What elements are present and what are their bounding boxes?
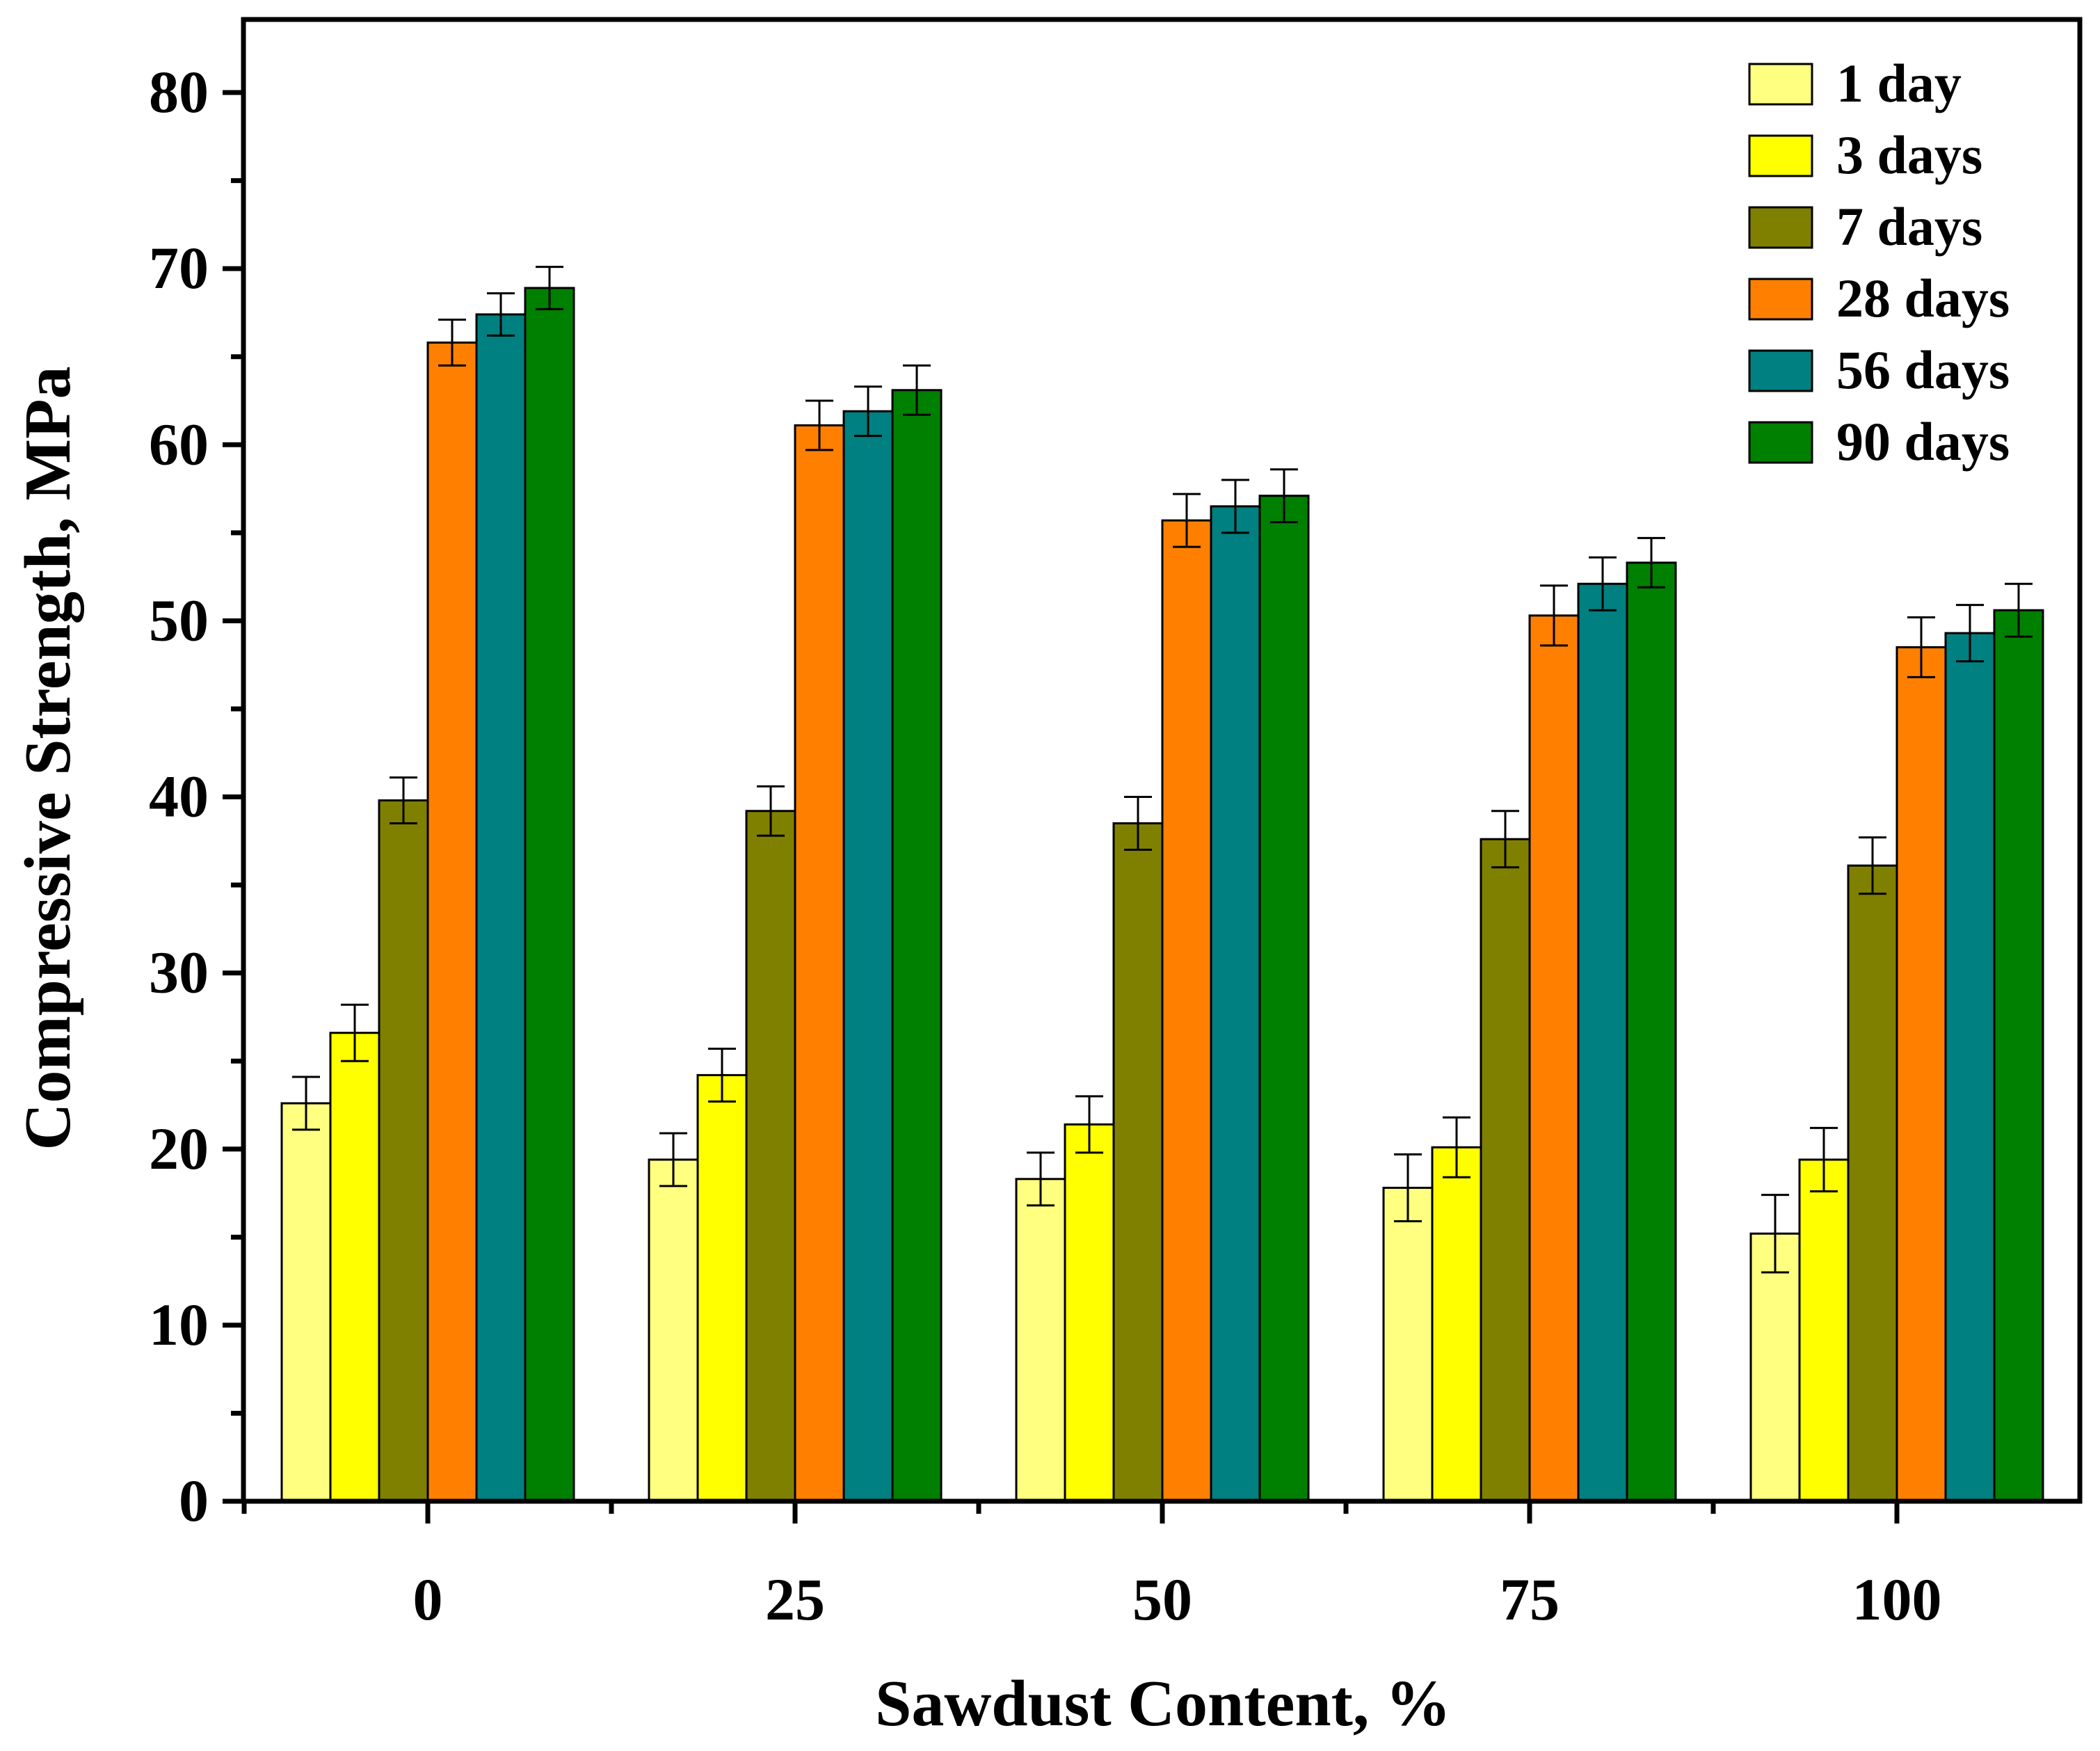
bar-50-56-days xyxy=(1210,505,1261,1503)
bar-50-7-days xyxy=(1112,822,1164,1503)
error-bar-0-1-day xyxy=(292,1076,320,1131)
error-bar-75-3-days xyxy=(1443,1116,1470,1178)
bar-50-28-days xyxy=(1161,519,1212,1503)
x-tick-label: 50 xyxy=(1132,1566,1192,1633)
bar-50-90-days xyxy=(1258,495,1310,1503)
bar-75-56-days xyxy=(1577,582,1628,1503)
error-bar-25-56-days xyxy=(854,385,882,438)
legend: 1 day 3 days 7 days 28 days 56 days 90 days xyxy=(1748,53,2010,472)
x-tick-label: 25 xyxy=(765,1566,825,1633)
error-bar-100-56-days xyxy=(1956,604,1984,663)
y-tick-label: 50 xyxy=(149,586,209,653)
bar-25-28-days xyxy=(794,424,845,1503)
y-tick-label: 40 xyxy=(149,763,209,830)
error-bar-50-1-day xyxy=(1027,1151,1055,1207)
legend-swatch xyxy=(1748,63,1813,106)
x-tick-label: 100 xyxy=(1852,1566,1942,1633)
bar-0-56-days xyxy=(475,313,527,1503)
error-bar-25-7-days xyxy=(757,785,785,837)
legend-item-28-days: 28 days xyxy=(1748,268,2010,328)
error-bar-100-3-days xyxy=(1810,1126,1838,1192)
error-bar-0-7-days xyxy=(390,776,417,824)
error-bar-25-3-days xyxy=(708,1047,736,1103)
bar-75-1-day xyxy=(1382,1186,1434,1503)
bar-25-7-days xyxy=(745,810,796,1503)
bar-75-3-days xyxy=(1431,1146,1482,1503)
bar-25-90-days xyxy=(891,389,943,1503)
legend-label: 28 days xyxy=(1836,268,2010,328)
error-bar-0-56-days xyxy=(487,292,515,337)
error-bar-0-90-days xyxy=(536,266,563,310)
error-bars-layer xyxy=(292,266,2033,1274)
bar-75-90-days xyxy=(1626,561,1677,1503)
error-bar-100-28-days xyxy=(1907,616,1935,678)
bar-25-1-day xyxy=(648,1158,699,1503)
bar-0-7-days xyxy=(378,799,429,1503)
legend-item-90-days: 90 days xyxy=(1748,411,2010,472)
legend-item-1-day: 1 day xyxy=(1748,53,1962,113)
bar-100-28-days xyxy=(1895,646,1947,1503)
legend-label: 90 days xyxy=(1836,411,2010,472)
y-axis-title: Compressive Strength, MPa xyxy=(12,366,84,1150)
error-bar-50-28-days xyxy=(1173,493,1201,548)
bar-0-90-days xyxy=(524,287,575,1503)
bar-50-1-day xyxy=(1015,1178,1066,1503)
legend-swatch xyxy=(1748,278,1813,321)
error-bar-75-7-days xyxy=(1491,810,1519,869)
error-bar-0-3-days xyxy=(341,1003,369,1062)
error-bar-50-56-days xyxy=(1221,479,1249,534)
legend-label: 1 day xyxy=(1836,53,1962,113)
error-bar-50-90-days xyxy=(1270,468,1298,524)
error-bar-75-1-day xyxy=(1394,1153,1422,1223)
y-tick-label: 20 xyxy=(149,1115,209,1182)
error-bar-75-28-days xyxy=(1540,584,1568,647)
y-tick-label: 30 xyxy=(149,939,209,1006)
error-bar-25-90-days xyxy=(903,364,931,416)
bar-25-3-days xyxy=(696,1073,748,1503)
x-tick-label: 75 xyxy=(1500,1566,1560,1633)
bar-75-28-days xyxy=(1528,614,1580,1503)
error-bar-75-56-days xyxy=(1589,556,1617,611)
bar-100-1-day xyxy=(1749,1232,1801,1503)
axes-layer: 0 10 20 30 40 50 60 70 80 0 25 50 75 100 xyxy=(149,17,2083,1633)
y-tick-label: 60 xyxy=(149,410,209,477)
error-bar-75-90-days xyxy=(1637,536,1665,589)
bar-100-56-days xyxy=(1944,632,1996,1503)
x-axis-title: Sawdust Content, % xyxy=(875,1668,1451,1740)
bar-0-28-days xyxy=(426,341,478,1503)
x-tick-label: 0 xyxy=(413,1566,443,1633)
legend-label: 7 days xyxy=(1836,196,1982,257)
y-tick-label: 80 xyxy=(149,58,209,125)
bar-25-56-days xyxy=(842,410,894,1503)
bar-100-7-days xyxy=(1847,864,1898,1503)
error-bar-100-7-days xyxy=(1859,836,1886,895)
legend-swatch xyxy=(1748,349,1813,392)
legend-label: 3 days xyxy=(1836,125,1982,185)
bar-100-90-days xyxy=(1993,609,2044,1503)
legend-item-7-days: 7 days xyxy=(1748,196,1982,257)
bars-layer xyxy=(280,287,2044,1503)
bar-0-3-days xyxy=(329,1032,380,1503)
legend-swatch xyxy=(1748,134,1813,177)
error-bar-0-28-days xyxy=(438,319,466,367)
bar-100-3-days xyxy=(1798,1158,1850,1503)
legend-swatch xyxy=(1748,206,1813,249)
legend-swatch xyxy=(1748,421,1813,464)
y-tick-label: 0 xyxy=(179,1467,209,1534)
legend-label: 56 days xyxy=(1836,339,2010,400)
error-bar-100-90-days xyxy=(2005,582,2033,638)
bar-50-3-days xyxy=(1064,1123,1115,1503)
error-bar-25-1-day xyxy=(659,1132,687,1188)
error-bar-100-1-day xyxy=(1761,1194,1789,1274)
error-bar-50-7-days xyxy=(1124,796,1152,851)
legend-item-56-days: 56 days xyxy=(1748,339,2010,400)
y-tick-label: 10 xyxy=(149,1291,209,1358)
error-bar-25-28-days xyxy=(805,399,833,451)
bar-75-7-days xyxy=(1480,838,1531,1503)
legend-item-3-days: 3 days xyxy=(1748,125,1982,185)
y-tick-label: 70 xyxy=(149,234,209,301)
bar-0-1-day xyxy=(280,1102,332,1503)
error-bar-50-3-days xyxy=(1075,1095,1103,1154)
